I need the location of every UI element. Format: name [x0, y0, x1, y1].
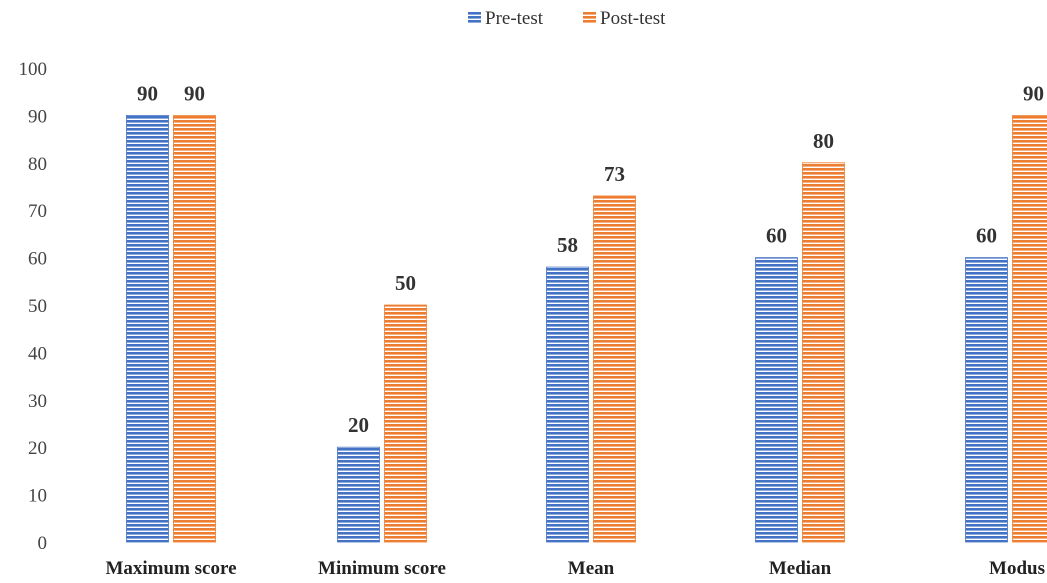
data-label: 90	[1023, 81, 1044, 105]
data-label: 50	[395, 271, 416, 295]
legend-item-post-test: Post-test	[583, 8, 666, 29]
y-tick-label: 100	[19, 59, 48, 80]
legend-swatch	[468, 11, 481, 24]
y-tick-label: 70	[28, 201, 47, 222]
data-label: 60	[766, 224, 787, 248]
y-tick-label: 10	[28, 486, 47, 507]
bar-pre-test-mean	[546, 266, 589, 543]
y-tick-label: 20	[28, 438, 47, 459]
x-category-label: Maximum score	[105, 558, 236, 579]
legend-item-pre-test: Pre-test	[468, 8, 544, 29]
x-category-label: Minimum score	[318, 558, 446, 579]
bar-post-test-maximum-score	[173, 115, 216, 543]
x-category-label: Modus	[989, 558, 1045, 579]
x-category-label: Median	[769, 558, 832, 579]
bar-pre-test-median	[755, 257, 798, 543]
bars	[126, 115, 1047, 543]
data-label: 60	[976, 224, 997, 248]
bar-post-test-minimum-score	[384, 304, 427, 543]
legend-swatch	[583, 11, 596, 24]
data-label: 20	[348, 413, 369, 437]
y-tick-label: 90	[28, 106, 47, 127]
y-tick-label: 60	[28, 249, 47, 270]
data-label: 58	[557, 233, 578, 257]
x-axis: Maximum score Minimum score Mean Median Modu…	[105, 558, 1045, 579]
y-tick-label: 30	[28, 391, 47, 412]
legend-label: Post-test	[600, 8, 666, 29]
bar-pre-test-maximum-score	[126, 115, 169, 543]
bar-post-test-modus	[1012, 115, 1047, 543]
y-tick-label: 80	[28, 154, 47, 175]
bar-post-test-mean	[593, 195, 636, 543]
legend: Pre-test Post-test	[468, 8, 666, 29]
data-label: 80	[813, 129, 834, 153]
y-tick-label: 50	[28, 296, 47, 317]
legend-label: Pre-test	[485, 8, 544, 29]
data-label: 90	[137, 81, 158, 105]
data-label: 90	[184, 81, 205, 105]
bar-post-test-median	[802, 162, 845, 543]
data-labels: 90 90 20 50 58 73 60 80 60 90	[137, 81, 1044, 437]
bar-pre-test-minimum-score	[337, 446, 380, 543]
bar-pre-test-modus	[965, 257, 1008, 543]
y-axis: 0 10 20 30 40 50 60 70 80 90 100	[19, 59, 48, 554]
y-tick-label: 0	[38, 533, 48, 554]
y-tick-label: 40	[28, 343, 47, 364]
data-label: 73	[604, 162, 625, 186]
x-category-label: Mean	[568, 558, 615, 579]
